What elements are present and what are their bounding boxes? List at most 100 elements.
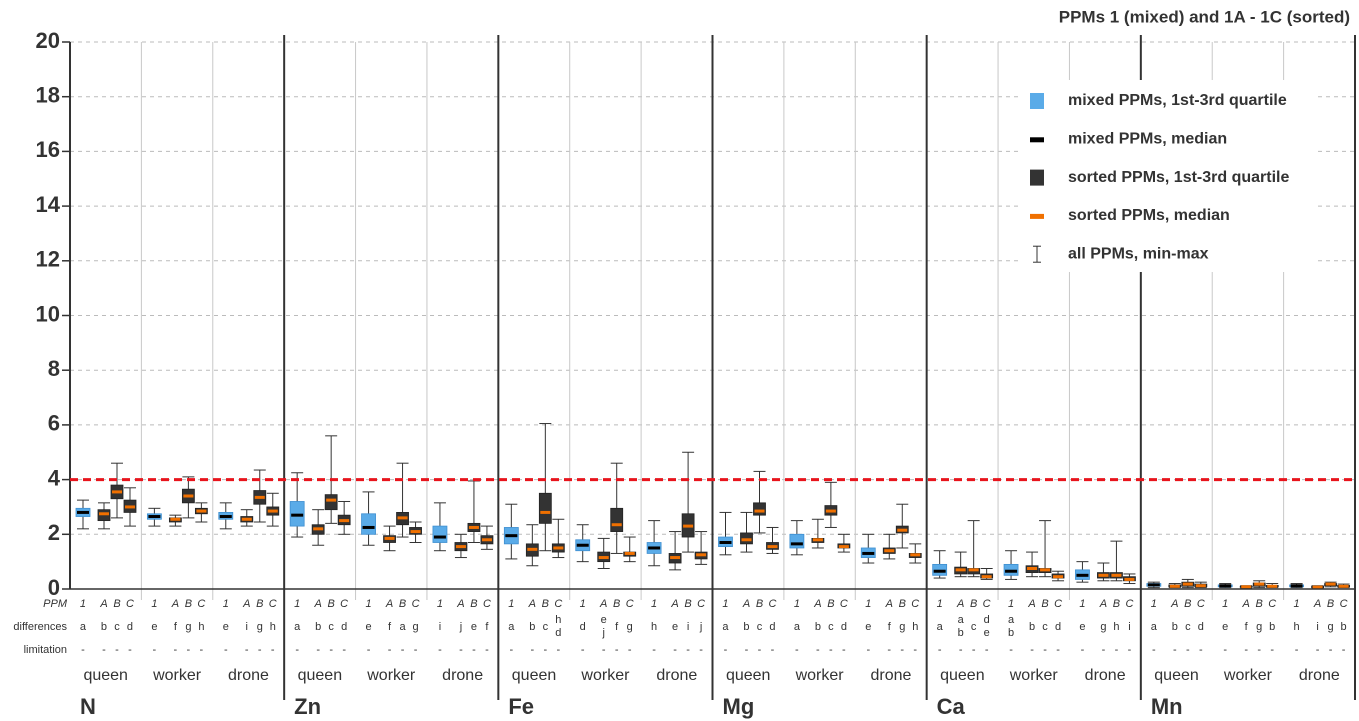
ppm-label: 1 [437, 598, 443, 610]
difference-label: e [984, 627, 990, 639]
difference-label: g [899, 621, 905, 633]
legend-label: mixed PPMs, 1st-3rd quartile [1068, 92, 1287, 109]
ppm-label: A [885, 598, 893, 610]
limitation-label: - [1295, 644, 1299, 656]
ppm-label: C [197, 598, 205, 610]
limitation-label: - [1244, 644, 1248, 656]
row-label: PPM [43, 598, 68, 610]
ppm-label: A [171, 598, 179, 610]
limitation-label: - [81, 644, 85, 656]
limitation-label: - [816, 644, 820, 656]
limitation-label: - [200, 644, 204, 656]
ppm-label: B [256, 598, 263, 610]
ppm-label: 1 [651, 598, 657, 610]
difference-label: f [615, 621, 619, 633]
box [753, 502, 766, 516]
caste-label: queen [1154, 667, 1199, 684]
difference-label: h [555, 614, 561, 626]
caste-label: drone [1085, 667, 1126, 684]
ppm-label: A [313, 598, 321, 610]
ppm-label: A [1313, 598, 1321, 610]
difference-label: i [687, 621, 689, 633]
difference-label: h [1113, 621, 1119, 633]
difference-label: e [672, 621, 678, 633]
ppm-label: B [1041, 598, 1048, 610]
ppm-label: C [1197, 598, 1205, 610]
limitation-label: - [187, 644, 191, 656]
ppm-label: B [1184, 598, 1191, 610]
difference-label: e [865, 621, 871, 633]
ppm-label: C [697, 598, 705, 610]
ppm-label: C [911, 598, 919, 610]
difference-label: a [1151, 621, 1158, 633]
element-label: Mn [1151, 694, 1183, 719]
difference-label: i [439, 621, 441, 633]
ppm-label: 1 [223, 598, 229, 610]
caste-label: queen [512, 667, 557, 684]
ppm-label: B [1327, 598, 1334, 610]
limitation-label: - [543, 644, 547, 656]
limitation-label: - [724, 644, 728, 656]
box [361, 513, 376, 535]
difference-label: d [1198, 621, 1204, 633]
ppm-label: 1 [1222, 598, 1228, 610]
ppm-label: B [327, 598, 334, 610]
ppm-label: A [456, 598, 464, 610]
limitation-label: - [615, 644, 619, 656]
difference-label: d [841, 621, 847, 633]
ppm-label: B [684, 598, 691, 610]
difference-label: b [1172, 621, 1178, 633]
ppm-label: C [412, 598, 420, 610]
ppm-label: B [899, 598, 906, 610]
ppm-label: 1 [937, 598, 943, 610]
difference-label: c [328, 621, 334, 633]
limitation-label: - [959, 644, 963, 656]
ppm-label: 1 [1008, 598, 1014, 610]
difference-label: a [399, 621, 406, 633]
y-tick-label: 2 [48, 520, 60, 545]
legend-label: mixed PPMs, median [1068, 131, 1227, 148]
limitation-label: - [673, 644, 677, 656]
chart-title: PPMs 1 (mixed) and 1A - 1C (sorted) [1059, 7, 1350, 26]
ppm-label: 1 [365, 598, 371, 610]
ppm-label: A [1242, 598, 1250, 610]
y-tick-label: 0 [48, 575, 60, 600]
limitation-label: - [1223, 644, 1227, 656]
difference-label: i [246, 621, 248, 633]
ppm-label: 1 [508, 598, 514, 610]
difference-label: b [1029, 621, 1035, 633]
difference-label: g [627, 621, 633, 633]
difference-label: e [471, 621, 477, 633]
difference-label: h [198, 621, 204, 633]
y-tick-label: 6 [48, 411, 60, 436]
difference-label: f [388, 621, 392, 633]
caste-label: queen [298, 667, 343, 684]
caste-label: worker [152, 667, 202, 684]
ppm-label: 1 [1294, 598, 1300, 610]
box [538, 492, 552, 524]
limitation-label: - [128, 644, 132, 656]
difference-label: g [1100, 621, 1106, 633]
ppm-label: C [769, 598, 777, 610]
ppm-label: B [399, 598, 406, 610]
difference-label: c [1185, 621, 1191, 633]
difference-label: f [888, 621, 892, 633]
limitation-label: - [245, 644, 249, 656]
limitation-label: - [581, 644, 585, 656]
ppm-label: A [1027, 598, 1035, 610]
difference-label: b [743, 621, 749, 633]
limitation-label: - [1316, 644, 1320, 656]
limitation-label: - [1199, 644, 1203, 656]
ppm-label: 1 [80, 598, 86, 610]
limitation-label: - [316, 644, 320, 656]
ppm-label: 1 [865, 598, 871, 610]
difference-label: c [971, 621, 977, 633]
y-tick-label: 8 [48, 356, 60, 381]
limitation-label: - [887, 644, 891, 656]
limitation-label: - [1102, 644, 1106, 656]
y-tick-label: 4 [48, 465, 61, 490]
difference-label: c [757, 621, 763, 633]
limitation-label: - [699, 644, 703, 656]
limitation-label: - [174, 644, 178, 656]
